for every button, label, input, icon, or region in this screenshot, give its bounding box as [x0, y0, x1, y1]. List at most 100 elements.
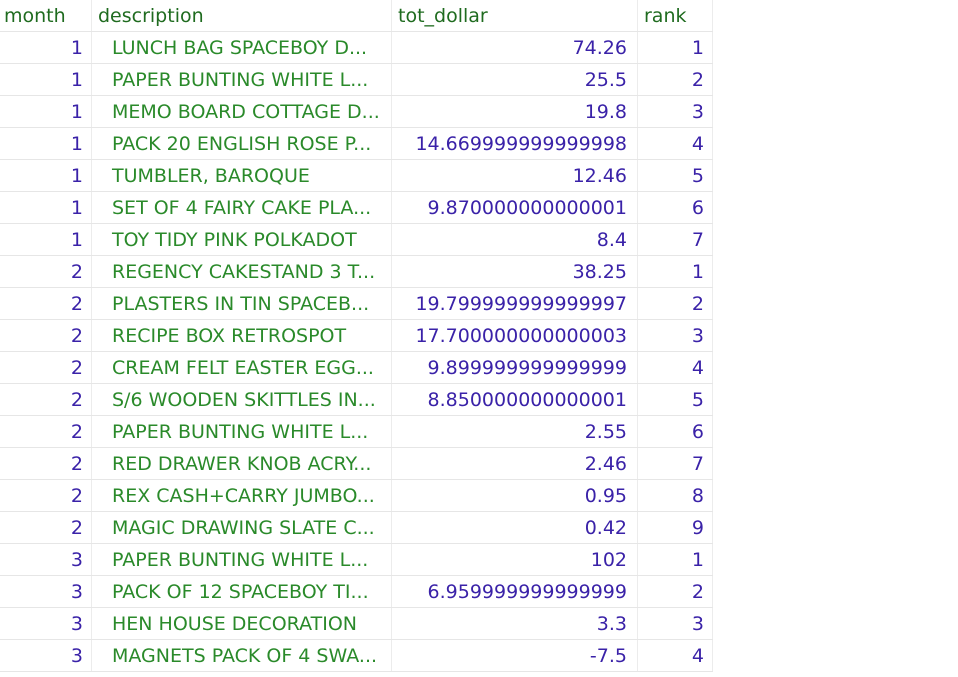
table-row[interactable]: 1 TOY TIDY PINK POLKADOT 8.4 7 — [0, 224, 713, 256]
cell-description[interactable]: LUNCH BAG SPACEBOY D... — [92, 32, 392, 63]
table-row[interactable]: 2 PAPER BUNTING WHITE L... 2.55 6 — [0, 416, 713, 448]
cell-tot-dollar[interactable]: -7.5 — [392, 640, 638, 671]
table-row[interactable]: 1 MEMO BOARD COTTAGE D... 19.8 3 — [0, 96, 713, 128]
cell-description[interactable]: CREAM FELT EASTER EGG... — [92, 352, 392, 383]
cell-rank[interactable]: 2 — [638, 288, 713, 319]
cell-month[interactable]: 2 — [0, 320, 92, 351]
cell-rank[interactable]: 7 — [638, 224, 713, 255]
table-row[interactable]: 2 REGENCY CAKESTAND 3 T... 38.25 1 — [0, 256, 713, 288]
cell-month[interactable]: 1 — [0, 160, 92, 191]
table-row[interactable]: 2 RED DRAWER KNOB ACRY... 2.46 7 — [0, 448, 713, 480]
cell-description[interactable]: HEN HOUSE DECORATION — [92, 608, 392, 639]
table-row[interactable]: 1 PACK 20 ENGLISH ROSE P... 14.66999999999… — [0, 128, 713, 160]
cell-tot-dollar[interactable]: 102 — [392, 544, 638, 575]
cell-rank[interactable]: 7 — [638, 448, 713, 479]
cell-tot-dollar[interactable]: 3.3 — [392, 608, 638, 639]
cell-rank[interactable]: 4 — [638, 352, 713, 383]
cell-month[interactable]: 1 — [0, 192, 92, 223]
cell-description[interactable]: MAGIC DRAWING SLATE C... — [92, 512, 392, 543]
cell-rank[interactable]: 9 — [638, 512, 713, 543]
cell-tot-dollar[interactable]: 17.700000000000003 — [392, 320, 638, 351]
cell-description[interactable]: MAGNETS PACK OF 4 SWA... — [92, 640, 392, 671]
cell-tot-dollar[interactable]: 6.959999999999999 — [392, 576, 638, 607]
cell-rank[interactable]: 3 — [638, 320, 713, 351]
cell-month[interactable]: 2 — [0, 256, 92, 287]
cell-rank[interactable]: 1 — [638, 544, 713, 575]
cell-month[interactable]: 2 — [0, 416, 92, 447]
cell-rank[interactable]: 2 — [638, 64, 713, 95]
cell-description[interactable]: TUMBLER, BAROQUE — [92, 160, 392, 191]
cell-rank[interactable]: 5 — [638, 384, 713, 415]
cell-rank[interactable]: 6 — [638, 192, 713, 223]
cell-rank[interactable]: 3 — [638, 96, 713, 127]
cell-description[interactable]: REGENCY CAKESTAND 3 T... — [92, 256, 392, 287]
cell-rank[interactable]: 6 — [638, 416, 713, 447]
cell-description[interactable]: RED DRAWER KNOB ACRY... — [92, 448, 392, 479]
cell-tot-dollar[interactable]: 38.25 — [392, 256, 638, 287]
cell-tot-dollar[interactable]: 0.42 — [392, 512, 638, 543]
table-row[interactable]: 2 MAGIC DRAWING SLATE C... 0.42 9 — [0, 512, 713, 544]
cell-tot-dollar[interactable]: 9.870000000000001 — [392, 192, 638, 223]
table-row[interactable]: 2 CREAM FELT EASTER EGG... 9.8999999999999… — [0, 352, 713, 384]
cell-month[interactable]: 1 — [0, 128, 92, 159]
cell-rank[interactable]: 8 — [638, 480, 713, 511]
cell-month[interactable]: 2 — [0, 288, 92, 319]
cell-tot-dollar[interactable]: 8.850000000000001 — [392, 384, 638, 415]
cell-description[interactable]: PAPER BUNTING WHITE L... — [92, 416, 392, 447]
table-row[interactable]: 2 RECIPE BOX RETROSPOT 17.700000000000003 3 — [0, 320, 713, 352]
cell-month[interactable]: 3 — [0, 576, 92, 607]
table-row[interactable]: 3 PACK OF 12 SPACEBOY TI... 6.959999999999… — [0, 576, 713, 608]
cell-rank[interactable]: 2 — [638, 576, 713, 607]
cell-description[interactable]: PACK 20 ENGLISH ROSE P... — [92, 128, 392, 159]
cell-tot-dollar[interactable]: 19.799999999999997 — [392, 288, 638, 319]
column-header-tot-dollar[interactable]: tot_dollar — [392, 0, 638, 31]
column-header-rank[interactable]: rank — [638, 0, 713, 31]
cell-month[interactable]: 2 — [0, 512, 92, 543]
cell-description[interactable]: PAPER BUNTING WHITE L... — [92, 544, 392, 575]
cell-tot-dollar[interactable]: 8.4 — [392, 224, 638, 255]
table-row[interactable]: 2 PLASTERS IN TIN SPACEB... 19.79999999999… — [0, 288, 713, 320]
cell-description[interactable]: PAPER BUNTING WHITE L... — [92, 64, 392, 95]
table-row[interactable]: 1 TUMBLER, BAROQUE 12.46 5 — [0, 160, 713, 192]
cell-month[interactable]: 1 — [0, 32, 92, 63]
cell-month[interactable]: 3 — [0, 640, 92, 671]
cell-description[interactable]: RECIPE BOX RETROSPOT — [92, 320, 392, 351]
cell-description[interactable]: PACK OF 12 SPACEBOY TI... — [92, 576, 392, 607]
cell-description[interactable]: PLASTERS IN TIN SPACEB... — [92, 288, 392, 319]
cell-tot-dollar[interactable]: 9.899999999999999 — [392, 352, 638, 383]
cell-tot-dollar[interactable]: 74.26 — [392, 32, 638, 63]
cell-description[interactable]: REX CASH+CARRY JUMBO... — [92, 480, 392, 511]
cell-month[interactable]: 1 — [0, 96, 92, 127]
table-row[interactable]: 1 PAPER BUNTING WHITE L... 25.5 2 — [0, 64, 713, 96]
table-row[interactable]: 1 LUNCH BAG SPACEBOY D... 74.26 1 — [0, 32, 713, 64]
cell-rank[interactable]: 5 — [638, 160, 713, 191]
cell-rank[interactable]: 4 — [638, 128, 713, 159]
column-header-month[interactable]: month — [0, 0, 92, 31]
cell-tot-dollar[interactable]: 2.55 — [392, 416, 638, 447]
table-row[interactable]: 2 REX CASH+CARRY JUMBO... 0.95 8 — [0, 480, 713, 512]
cell-tot-dollar[interactable]: 0.95 — [392, 480, 638, 511]
cell-month[interactable]: 2 — [0, 352, 92, 383]
table-row[interactable]: 1 SET OF 4 FAIRY CAKE PLA... 9.87000000000… — [0, 192, 713, 224]
cell-tot-dollar[interactable]: 12.46 — [392, 160, 638, 191]
cell-rank[interactable]: 3 — [638, 608, 713, 639]
cell-tot-dollar[interactable]: 14.669999999999998 — [392, 128, 638, 159]
cell-description[interactable]: TOY TIDY PINK POLKADOT — [92, 224, 392, 255]
cell-description[interactable]: SET OF 4 FAIRY CAKE PLA... — [92, 192, 392, 223]
cell-month[interactable]: 1 — [0, 64, 92, 95]
table-row[interactable]: 2 S/6 WOODEN SKITTLES IN... 8.850000000000… — [0, 384, 713, 416]
cell-tot-dollar[interactable]: 25.5 — [392, 64, 638, 95]
cell-month[interactable]: 1 — [0, 224, 92, 255]
cell-rank[interactable]: 4 — [638, 640, 713, 671]
cell-rank[interactable]: 1 — [638, 256, 713, 287]
table-row[interactable]: 3 MAGNETS PACK OF 4 SWA... -7.5 4 — [0, 640, 713, 672]
cell-description[interactable]: MEMO BOARD COTTAGE D... — [92, 96, 392, 127]
table-row[interactable]: 3 PAPER BUNTING WHITE L... 102 1 — [0, 544, 713, 576]
cell-description[interactable]: S/6 WOODEN SKITTLES IN... — [92, 384, 392, 415]
table-row[interactable]: 3 HEN HOUSE DECORATION 3.3 3 — [0, 608, 713, 640]
cell-month[interactable]: 2 — [0, 448, 92, 479]
cell-month[interactable]: 2 — [0, 480, 92, 511]
cell-month[interactable]: 3 — [0, 544, 92, 575]
cell-tot-dollar[interactable]: 2.46 — [392, 448, 638, 479]
cell-tot-dollar[interactable]: 19.8 — [392, 96, 638, 127]
